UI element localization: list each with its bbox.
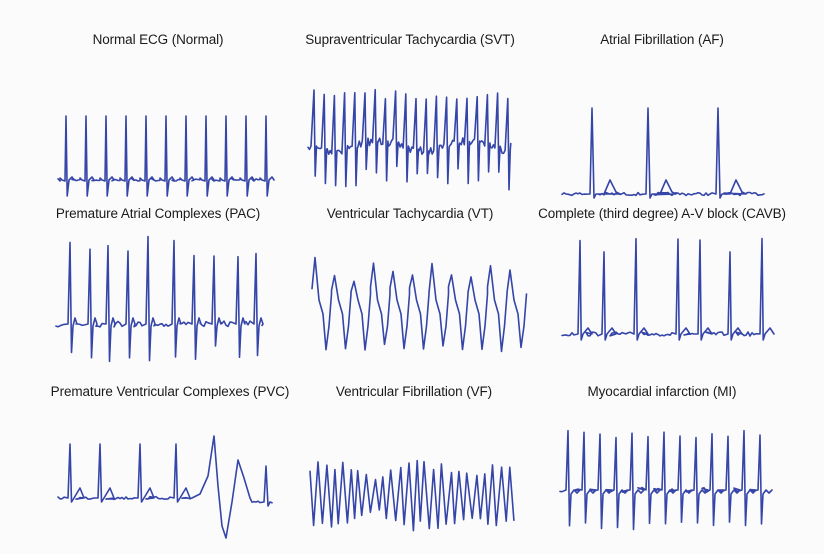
ecg-trace-af <box>561 107 765 199</box>
ecg-trace-normal <box>57 115 275 197</box>
ecg-waveform <box>561 107 765 199</box>
ecg-waveform <box>57 435 273 539</box>
panel-title: Myocardial infarction (MI) <box>587 384 737 399</box>
ecg-waveform <box>311 256 528 353</box>
panel-title: Complete (third degree) A-V block (CAVB) <box>538 206 786 221</box>
panel-title: Normal ECG (Normal) <box>92 32 224 47</box>
panel-cavb: Complete (third degree) A-V block (CAVB) <box>532 206 792 376</box>
panel-title: Ventricular Tachycardia (VT) <box>326 206 494 221</box>
ecg-trace-vf <box>309 459 515 532</box>
ecg-trace-pvc <box>57 435 273 539</box>
ecg-waveform <box>57 115 275 197</box>
ecg-trace-svt <box>307 88 512 191</box>
ecg-waveform <box>561 237 775 341</box>
panel-title: Premature Atrial Complexes (PAC) <box>55 206 261 221</box>
ecg-waveform <box>55 235 264 363</box>
ecg-trace-vt <box>311 256 528 353</box>
panel-svt: Supraventricular Tachycardia (SVT) <box>280 32 540 202</box>
panel-title: Premature Ventricular Complexes (PVC) <box>50 384 290 399</box>
panel-title: Supraventricular Tachycardia (SVT) <box>305 32 515 47</box>
ecg-grid: Normal ECG (Normal) Supraventricular Tac… <box>28 32 792 539</box>
panel-vt: Ventricular Tachycardia (VT) <box>280 206 540 376</box>
ecg-trace-cavb <box>561 237 775 341</box>
ecg-trace-pac <box>55 235 264 363</box>
panel-pac: Premature Atrial Complexes (PAC) <box>28 206 288 376</box>
ecg-waveform <box>309 459 515 532</box>
panel-title: Atrial Fibrillation (AF) <box>600 32 724 47</box>
panel-title: Ventricular Fibrillation (VF) <box>335 384 493 399</box>
panel-normal: Normal ECG (Normal) <box>28 32 288 202</box>
panel-af: Atrial Fibrillation (AF) <box>532 32 792 202</box>
ecg-trace-mi <box>559 429 773 531</box>
ecg-waveform <box>307 88 512 191</box>
panel-mi: Myocardial infarction (MI) <box>532 384 792 554</box>
panel-vf: Ventricular Fibrillation (VF) <box>284 384 544 554</box>
ecg-waveform <box>559 429 773 531</box>
panel-pvc: Premature Ventricular Complexes (PVC) <box>40 384 300 554</box>
